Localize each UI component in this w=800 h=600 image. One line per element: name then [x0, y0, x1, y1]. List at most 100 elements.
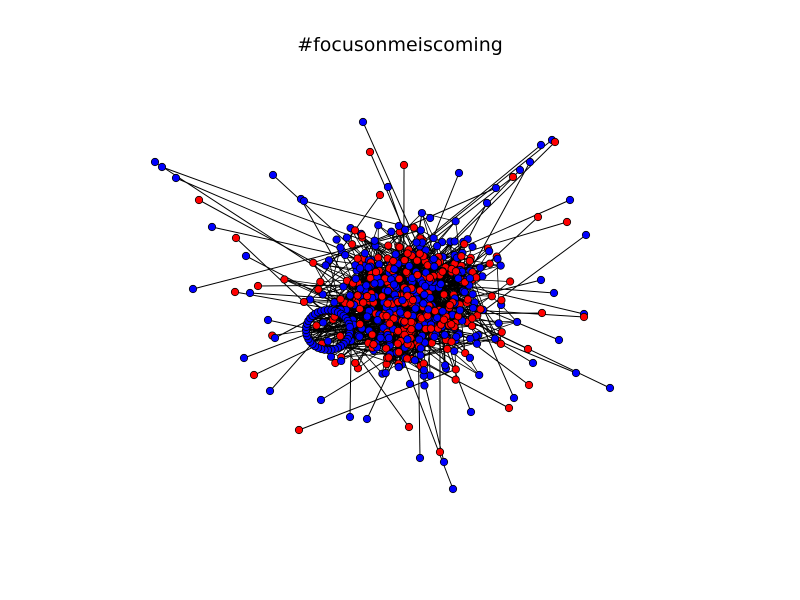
graph-node [393, 339, 402, 348]
graph-node [482, 198, 492, 208]
graph-node [407, 325, 416, 334]
graph-node [429, 254, 438, 264]
graph-node [336, 332, 345, 341]
graph-node [314, 285, 323, 294]
graph-node [368, 330, 377, 339]
graph-node [439, 457, 449, 467]
graph-node [353, 291, 362, 300]
graph-node [405, 261, 414, 271]
graph-node [357, 231, 367, 240]
graph-node [496, 261, 505, 270]
graph-edge [497, 339, 577, 374]
graph-node [316, 395, 326, 405]
graph-node [403, 335, 412, 344]
graph-node [355, 320, 365, 329]
graph-node [395, 274, 404, 283]
graph-node [433, 313, 442, 322]
graph-node [452, 332, 461, 341]
graph-node [506, 277, 515, 286]
graph-node [451, 267, 460, 276]
graph-node [460, 287, 469, 297]
graph-node [430, 332, 439, 341]
graph-node [525, 157, 535, 167]
graph-node [439, 290, 449, 299]
graph-node [265, 386, 275, 396]
graph-node [416, 344, 425, 353]
graph-node [383, 182, 393, 192]
graph-node [401, 225, 410, 234]
graph-edge [324, 310, 410, 428]
graph-node [316, 277, 325, 286]
graph-node [443, 344, 452, 354]
graph-node [383, 299, 392, 308]
graph-node [497, 296, 506, 305]
graph-node [550, 137, 560, 147]
graph-node [468, 290, 477, 299]
graph-node [432, 241, 442, 251]
graph-node [355, 332, 364, 341]
graph-node [445, 301, 454, 310]
graph-node [466, 407, 476, 417]
graph-node [363, 312, 372, 321]
graph-node [323, 337, 333, 346]
graph-node [318, 290, 327, 299]
graph-node [370, 279, 379, 288]
graph-node [358, 117, 368, 127]
graph-node [562, 217, 572, 227]
graph-node [241, 251, 251, 261]
graph-node [497, 328, 506, 337]
graph-node [299, 196, 309, 206]
graph-node [451, 365, 460, 374]
graph-node [389, 256, 398, 266]
graph-node [369, 340, 378, 349]
graph-node [194, 195, 204, 205]
graph-node [360, 249, 370, 258]
graph-node [490, 334, 500, 343]
graph-node [157, 162, 167, 172]
graph-node [396, 308, 405, 317]
graph-node [438, 267, 447, 276]
graph-node [371, 267, 381, 277]
graph-node [411, 304, 420, 313]
graph-node [230, 287, 240, 297]
graph-node [468, 314, 477, 323]
graph-node [362, 414, 372, 424]
graph-node [454, 168, 464, 178]
graph-edge [309, 299, 350, 334]
graph-node [394, 348, 403, 357]
graph-node [404, 422, 414, 432]
graph-node [436, 279, 445, 289]
graph-node [420, 381, 429, 390]
graph-edge [470, 277, 502, 306]
graph-node [387, 227, 396, 236]
graph-node [605, 383, 615, 393]
graph-node [263, 315, 273, 325]
graph-node [485, 247, 494, 256]
graph-node [450, 237, 459, 246]
graph-node [429, 233, 438, 243]
graph-node [441, 361, 450, 370]
graph-node [460, 239, 469, 249]
graph-node [417, 208, 427, 218]
graph-node [554, 335, 564, 345]
graph-edge [387, 186, 403, 229]
graph-node [494, 319, 503, 328]
graph-node [294, 425, 304, 435]
graph-node [409, 223, 418, 232]
graph-node [384, 241, 393, 250]
graph-node [467, 321, 477, 331]
graph-node [391, 250, 400, 259]
graph-node [571, 368, 581, 378]
graph-node [245, 288, 255, 298]
graph-node [312, 321, 321, 330]
graph-edge [468, 234, 587, 323]
graph-node [504, 403, 514, 413]
graph-node [416, 226, 425, 235]
graph-node [457, 252, 466, 261]
graph-node [523, 344, 533, 354]
graph-node [414, 322, 423, 331]
node-layer [150, 117, 615, 494]
graph-node [466, 334, 475, 343]
graph-node [332, 235, 341, 244]
